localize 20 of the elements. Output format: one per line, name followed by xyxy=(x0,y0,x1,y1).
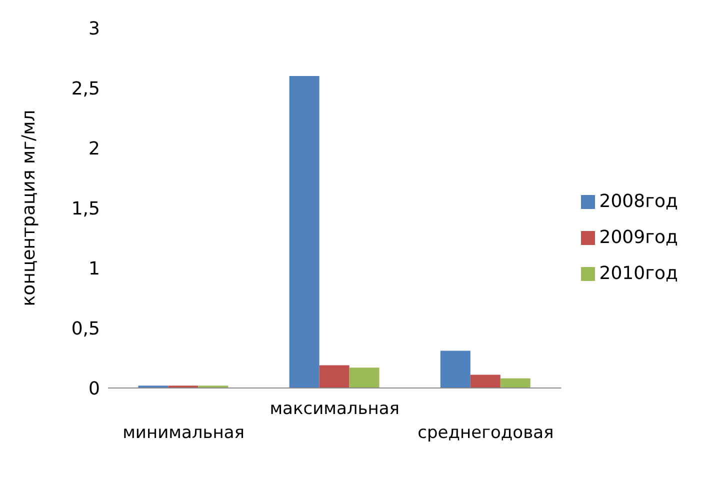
x-tick-label: минимальная xyxy=(122,423,245,443)
y-tick-label: 3 xyxy=(88,18,100,40)
y-tick-label: 2,5 xyxy=(71,78,100,100)
bar xyxy=(289,76,320,388)
x-tick-label: максимальная xyxy=(270,399,400,419)
y-tick-label: 0 xyxy=(88,378,100,400)
bar xyxy=(440,350,470,388)
bar xyxy=(500,378,530,388)
legend-label: 2010год xyxy=(599,263,678,284)
bar xyxy=(349,368,380,388)
legend-label: 2009год xyxy=(599,227,678,248)
bar xyxy=(470,374,500,388)
y-tick-label: 2 xyxy=(88,138,100,160)
y-tick-label: 1,5 xyxy=(71,198,100,220)
x-tick-label: среднегодовая xyxy=(418,423,554,443)
y-tick-label: 0,5 xyxy=(71,318,100,340)
legend-label: 2008год xyxy=(599,191,678,212)
y-axis-title: концентрация мг/мл xyxy=(18,110,40,306)
bar xyxy=(319,365,350,388)
y-tick-label: 1 xyxy=(88,258,100,280)
